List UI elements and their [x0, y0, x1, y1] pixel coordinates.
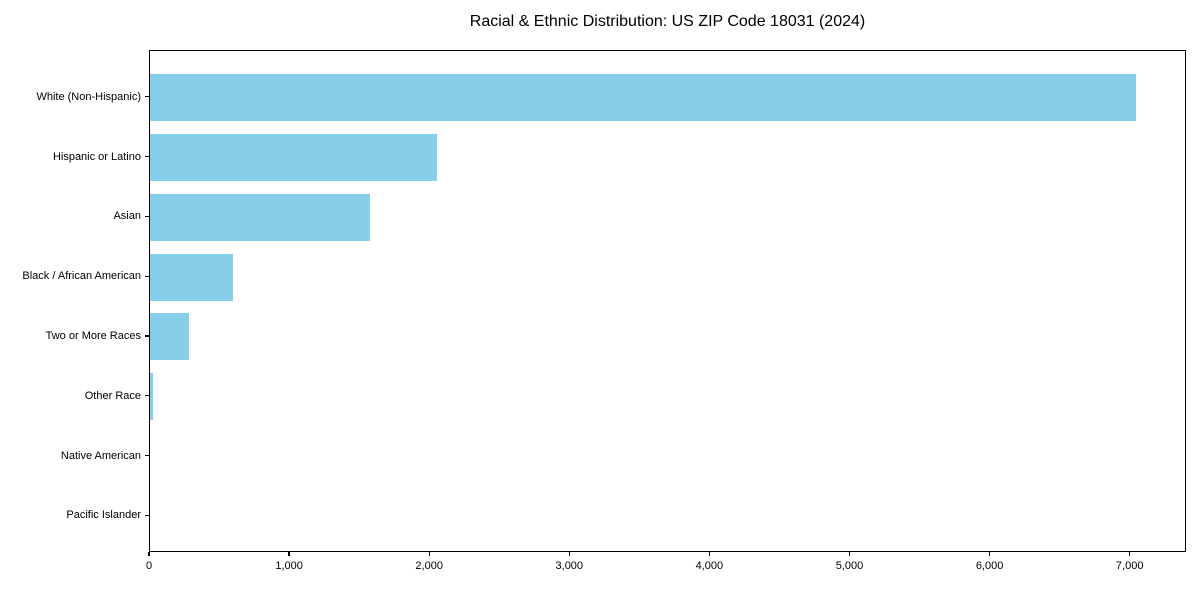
y-tick-mark	[145, 335, 149, 337]
x-tick-mark	[288, 552, 290, 556]
x-tick-label: 6,000	[975, 560, 1004, 572]
x-tick-label: 4,000	[695, 560, 724, 572]
y-tick-mark	[145, 455, 149, 457]
plot-area	[149, 50, 1186, 552]
x-tick-mark	[848, 552, 851, 556]
bar-asian	[150, 193, 370, 241]
y-tick-label: Pacific Islander	[66, 509, 141, 522]
x-tick-mark	[1129, 552, 1131, 556]
bar-two-or-more-races	[150, 313, 190, 361]
y-tick-mark	[145, 275, 149, 277]
x-tick-label: 2,000	[415, 560, 443, 572]
y-tick-mark	[145, 215, 149, 217]
bar-other-race	[150, 373, 154, 421]
y-tick-label: White (Non-Hispanic)	[36, 90, 141, 103]
x-tick-mark	[708, 552, 710, 556]
chart-title: Racial & Ethnic Distribution: US ZIP Cod…	[469, 13, 866, 30]
bar-hispanic-or-latino	[150, 134, 438, 181]
x-tick-mark	[988, 552, 991, 556]
y-tick-mark	[145, 395, 149, 397]
x-tick-label: 5,000	[835, 560, 864, 572]
bar-white-non-hispanic	[150, 74, 1136, 122]
x-tick-mark	[428, 552, 430, 556]
x-tick-label: 3,000	[555, 560, 584, 572]
bar-black-african-american	[150, 253, 233, 301]
y-tick-label: Hispanic or Latino	[52, 150, 141, 163]
y-tick-mark	[145, 514, 149, 516]
x-tick-label: 1,000	[275, 560, 303, 572]
y-tick-label: Black / African American	[22, 270, 141, 283]
x-tick-mark	[148, 552, 150, 556]
y-tick-label: Two or More Races	[45, 329, 141, 342]
y-tick-label: Native American	[60, 449, 141, 462]
y-tick-mark	[145, 96, 149, 98]
x-tick-mark	[568, 552, 570, 556]
x-tick-label: 0	[145, 560, 153, 572]
y-tick-label: Other Race	[84, 389, 141, 402]
y-tick-mark	[145, 156, 149, 158]
x-tick-label: 7,000	[1115, 560, 1144, 572]
y-tick-label: Asian	[113, 210, 141, 223]
